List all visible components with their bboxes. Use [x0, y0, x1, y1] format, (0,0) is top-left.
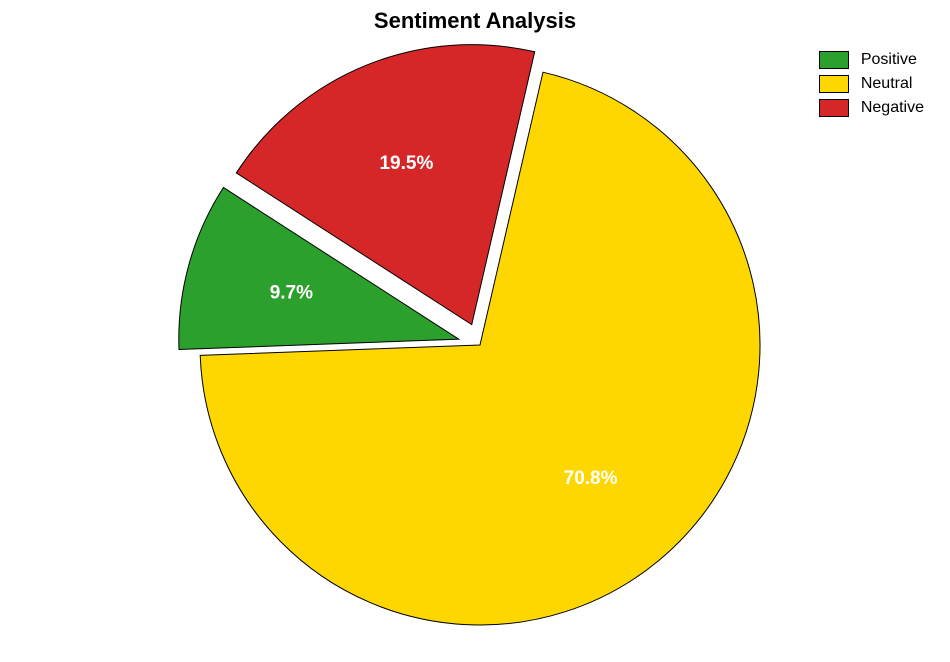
pie-label-negative: 19.5%: [379, 153, 433, 174]
legend-swatch-positive: [819, 51, 849, 69]
legend: Positive Neutral Negative: [819, 48, 924, 120]
legend-label: Negative: [861, 99, 924, 117]
pie-chart: 19.5% 9.7% 70.8%: [120, 40, 840, 660]
pie-label-neutral: 70.8%: [564, 468, 618, 489]
legend-item-negative: Negative: [819, 96, 924, 120]
legend-label: Positive: [861, 51, 917, 69]
legend-label: Neutral: [861, 75, 913, 93]
legend-item-neutral: Neutral: [819, 72, 924, 96]
chart-title: Sentiment Analysis: [0, 8, 950, 34]
legend-swatch-negative: [819, 99, 849, 117]
legend-item-positive: Positive: [819, 48, 924, 72]
pie-label-positive: 9.7%: [270, 282, 313, 303]
legend-swatch-neutral: [819, 75, 849, 93]
